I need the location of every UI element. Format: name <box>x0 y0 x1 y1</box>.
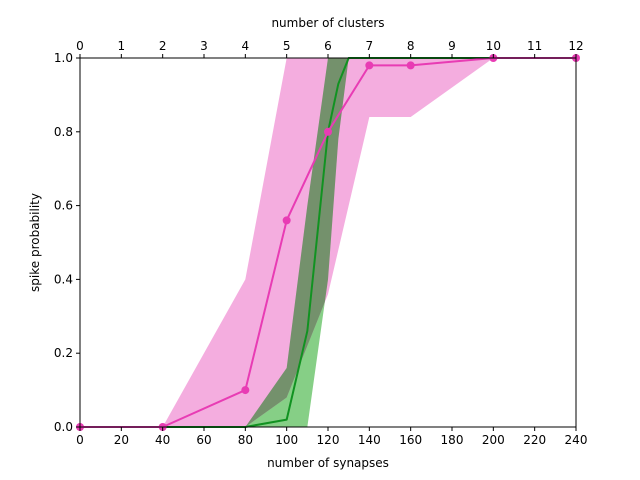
x-axis-ticks: 0 20 40 60 80 100 120 140 160 180 200 220 240 <box>76 427 587 447</box>
y-tick-label: 0.6 <box>54 199 73 213</box>
y-tick-label: 1.0 <box>54 51 73 65</box>
plot-frame <box>79 57 577 428</box>
top-tick-label: 6 <box>324 39 332 53</box>
top-axis-label: number of clusters <box>271 16 384 30</box>
x-tick-label: 160 <box>399 433 422 447</box>
y-tick-label: 0.8 <box>54 125 73 139</box>
top-axis-ticks: 0 1 2 3 4 5 6 7 8 9 10 11 12 <box>76 39 584 58</box>
y-tick-label: 0.0 <box>54 420 73 434</box>
x-tick-label: 20 <box>114 433 129 447</box>
top-tick-label: 1 <box>118 39 126 53</box>
top-tick-label: 2 <box>159 39 167 53</box>
x-tick-label: 220 <box>523 433 546 447</box>
y-tick-label: 0.4 <box>54 272 73 286</box>
x-tick-label: 120 <box>317 433 340 447</box>
top-tick-label: 3 <box>200 39 208 53</box>
x-tick-label: 140 <box>358 433 381 447</box>
x-tick-label: 100 <box>275 433 298 447</box>
x-tick-label: 80 <box>238 433 253 447</box>
series-point-0-4 <box>324 127 332 136</box>
top-tick-label: 12 <box>568 39 583 53</box>
y-axis-label: spike probability <box>28 193 42 292</box>
x-tick-label: 0 <box>76 433 84 447</box>
x-tick-label: 180 <box>441 433 464 447</box>
series-markers <box>76 54 580 431</box>
y-axis-ticks: 0.0 0.2 0.4 0.6 0.8 1.0 <box>54 51 80 434</box>
confidence-bands <box>80 58 576 427</box>
x-axis-label: number of synapses <box>267 456 389 470</box>
top-tick-label: 9 <box>448 39 456 53</box>
top-tick-label: 5 <box>283 39 291 53</box>
x-tick-label: 240 <box>565 433 588 447</box>
series-point-0-3 <box>282 216 291 225</box>
series-point-0-5 <box>365 61 374 70</box>
top-tick-label: 7 <box>366 39 374 53</box>
x-tick-label: 200 <box>482 433 505 447</box>
series-point-0-2 <box>241 386 250 395</box>
top-tick-label: 8 <box>407 39 415 53</box>
top-tick-label: 11 <box>527 39 542 53</box>
series-point-0-6 <box>406 61 415 70</box>
band-overlap <box>80 58 576 427</box>
x-tick-label: 40 <box>155 433 170 447</box>
y-tick-label: 0.2 <box>54 346 73 360</box>
top-tick-label: 10 <box>486 39 501 53</box>
x-tick-label: 60 <box>196 433 211 447</box>
top-tick-label: 4 <box>242 39 250 53</box>
top-tick-label: 0 <box>76 39 84 53</box>
